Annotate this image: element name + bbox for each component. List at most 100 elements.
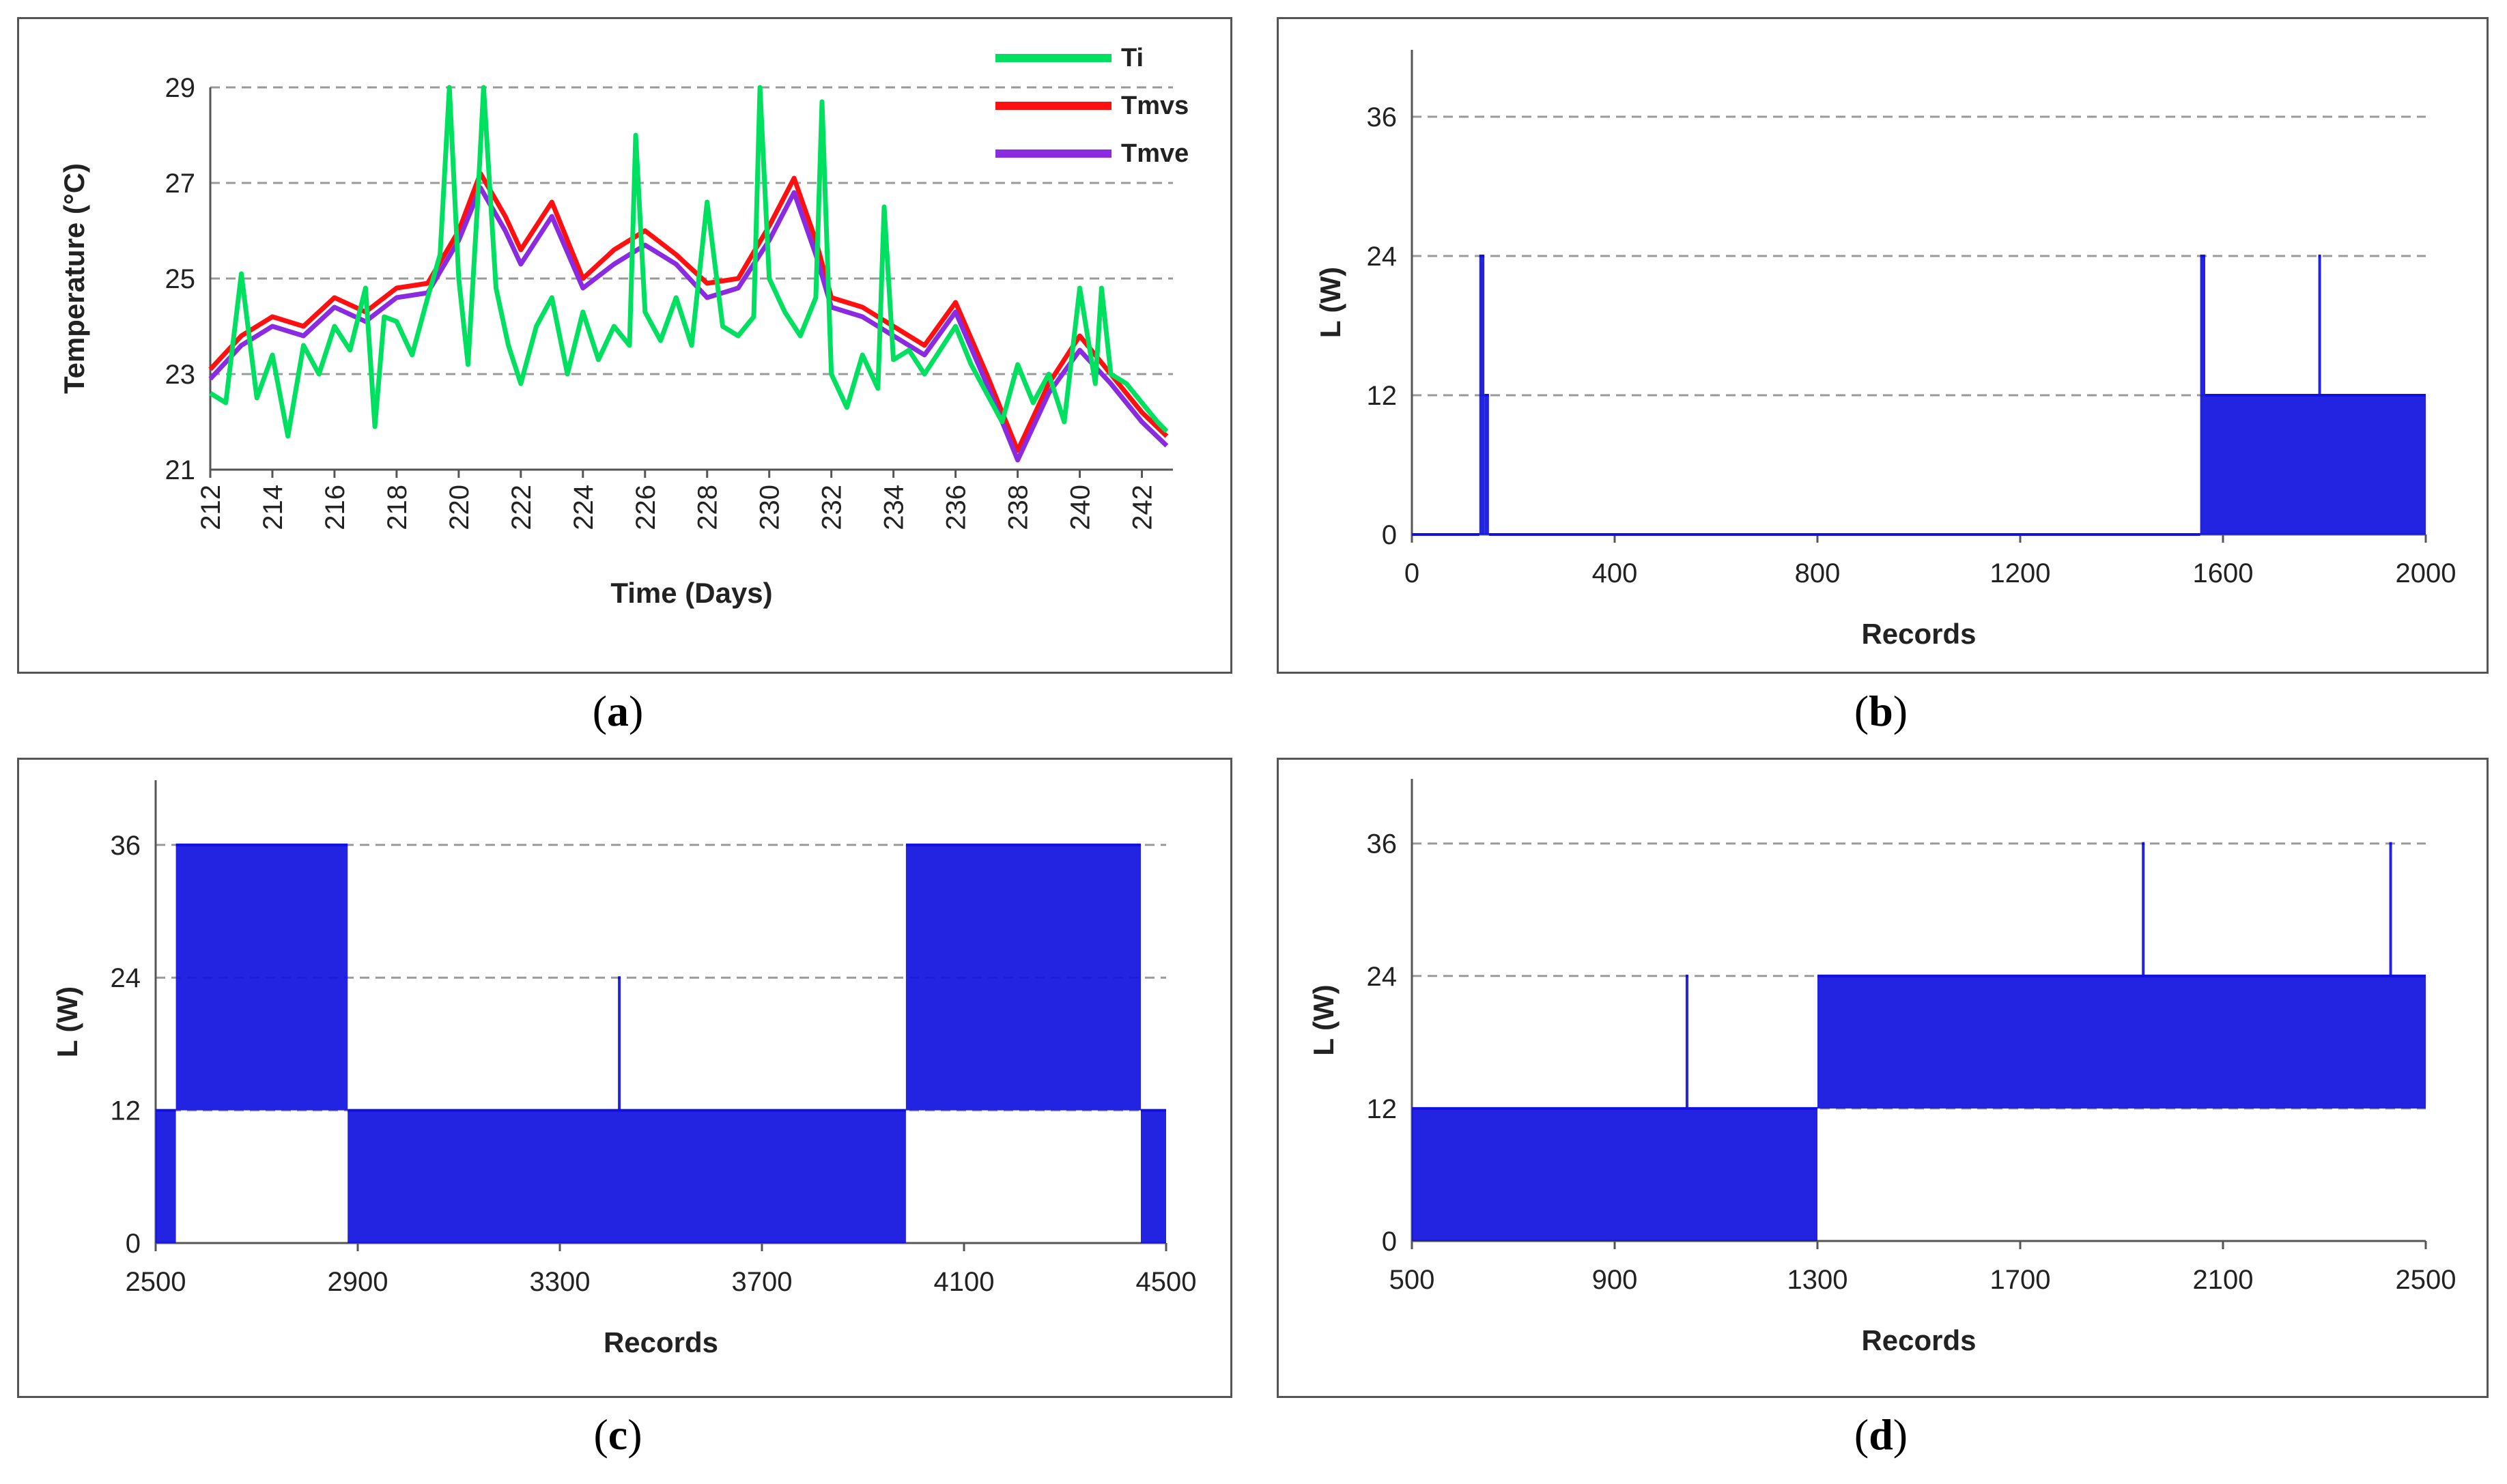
series-line-ti [209,85,1169,439]
y-tick-label: 0 [126,1229,141,1259]
load-series-band [1484,395,1489,534]
x-tick-label: 400 [1592,558,1638,588]
y-axis-title: L (W) [1314,267,1346,338]
x-tick-label: 3700 [732,1267,793,1297]
legend-label-ti: Ti [1121,43,1144,72]
y-tick-label: 12 [1367,1094,1398,1124]
load-series-band [1817,975,2426,1109]
load-series-band [156,1110,176,1243]
caption-a: (a) [592,687,644,735]
x-tick-label: 224 [569,485,599,530]
y-tick-label: 21 [165,455,196,485]
y-tick-label: 0 [1382,520,1397,550]
chart-panel-c: 0 12 24 36 2500 2900 3300 3700 4100 4500 Records L … [17,758,1232,1398]
chart-d-svg: 0 12 24 36 500 900 1300 1700 2100 2500 Records L (W… [1307,779,2456,1356]
x-tick-label: 230 [755,485,785,530]
y-tick-label: 25 [165,264,196,294]
load-series-band [175,844,348,1111]
caption-c: (c) [593,1410,642,1459]
x-tick-label: 216 [320,485,350,530]
x-tick-label: 0 [1404,558,1419,588]
chart-panel-b: 0 12 24 36 0 400 800 1200 1600 2000 Records L (W) [1277,17,2489,674]
y-tick-label: 36 [111,831,141,861]
x-tick-label: 3300 [530,1267,591,1297]
x-tick-label: 1200 [1990,558,2051,588]
chart-b-svg: 0 12 24 36 0 400 800 1200 1600 2000 Records L (W) [1314,50,2456,650]
chart-a-legend: Ti Tmvs Tmve [995,34,1189,177]
x-tick-label: 218 [382,485,412,530]
load-series-band [618,978,621,1111]
y-axis-title: L (W) [1307,984,1340,1055]
legend-item-tmve: Tmve [995,130,1189,177]
load-series-band [905,844,1141,1111]
x-tick-label: 212 [196,485,226,530]
chart-a-svg: 21 23 25 27 29 212 214 216 218 220 222 224 226 228 230… [58,73,1173,609]
x-axis-title: Time (Days) [610,577,772,609]
series-line-tmve [208,185,1169,463]
legend-label-tmvs: Tmvs [1121,91,1189,120]
y-tick-label: 24 [1367,242,1398,272]
legend-swatch-tmve [995,149,1111,158]
x-tick-label: 236 [941,485,972,530]
legend-item-tmvs: Tmvs [995,82,1189,130]
load-series-band [2142,843,2145,976]
x-tick-label: 1600 [2193,558,2254,588]
x-tick-label: 242 [1128,485,1158,530]
y-tick-label: 24 [1367,962,1398,992]
load-series-band [1141,1110,1166,1243]
legend-item-ti: Ti [995,34,1189,82]
y-tick-label: 27 [165,169,196,199]
load-series-band [1479,256,1485,534]
y-tick-label: 12 [111,1096,141,1126]
y-tick-label: 12 [1367,381,1398,411]
x-tick-label: 238 [1004,485,1034,530]
legend-label-tmve: Tmve [1121,139,1189,168]
y-tick-label: 36 [1367,829,1398,859]
x-tick-label: 2000 [2396,558,2456,588]
x-tick-label: 226 [631,485,661,530]
load-series-band [2200,256,2206,534]
x-tick-label: 232 [817,485,847,530]
x-tick-label: 234 [879,485,909,530]
load-series-band [1412,1108,1817,1241]
chart-panel-d: 0 12 24 36 500 900 1300 1700 2100 2500 Records L (W… [1277,758,2489,1398]
legend-swatch-tmvs [995,102,1111,110]
y-tick-label: 24 [111,963,141,993]
x-tick-label: 222 [507,485,537,530]
x-axis-title: Records [1861,1324,1976,1356]
caption-d: (d) [1854,1410,1908,1459]
y-axis-title: Temperature (°C) [58,163,90,394]
load-series-band [2389,843,2392,976]
x-axis-title: Records [1861,618,1976,650]
x-tick-label: 500 [1389,1265,1435,1295]
x-tick-label: 2100 [2193,1265,2254,1295]
legend-swatch-ti [995,54,1111,62]
x-axis-title: Records [604,1326,718,1358]
x-tick-label: 1700 [1990,1265,2051,1295]
x-tick-label: 240 [1066,485,1096,530]
x-tick-label: 800 [1795,558,1841,588]
y-tick-label: 36 [1367,102,1398,132]
y-tick-label: 0 [1382,1227,1397,1257]
x-tick-label: 4100 [934,1267,995,1297]
series-line-tmvs [208,171,1169,453]
chart-panel-a: 21 23 25 27 29 212 214 216 218 220 222 224 226 228 230… [17,17,1232,674]
load-series-band [2205,395,2426,534]
x-tick-label: 228 [693,485,723,530]
chart-c-svg: 0 12 24 36 2500 2900 3300 3700 4100 4500 Records L … [51,780,1197,1358]
load-series-band [2318,256,2321,395]
x-tick-label: 2500 [2396,1265,2456,1295]
caption-b: (b) [1854,687,1908,735]
y-axis-title: L (W) [51,986,83,1057]
y-tick-label: 23 [165,360,196,390]
load-series-band [1685,975,1688,1109]
x-tick-label: 214 [258,485,288,530]
x-tick-label: 1300 [1787,1265,1848,1295]
load-series-band [348,1110,906,1243]
x-tick-label: 2900 [328,1267,388,1297]
x-tick-label: 900 [1592,1265,1638,1295]
x-tick-label: 220 [444,485,475,530]
y-tick-label: 29 [165,73,196,103]
x-tick-label: 2500 [126,1267,186,1297]
x-tick-label: 4500 [1136,1267,1197,1297]
